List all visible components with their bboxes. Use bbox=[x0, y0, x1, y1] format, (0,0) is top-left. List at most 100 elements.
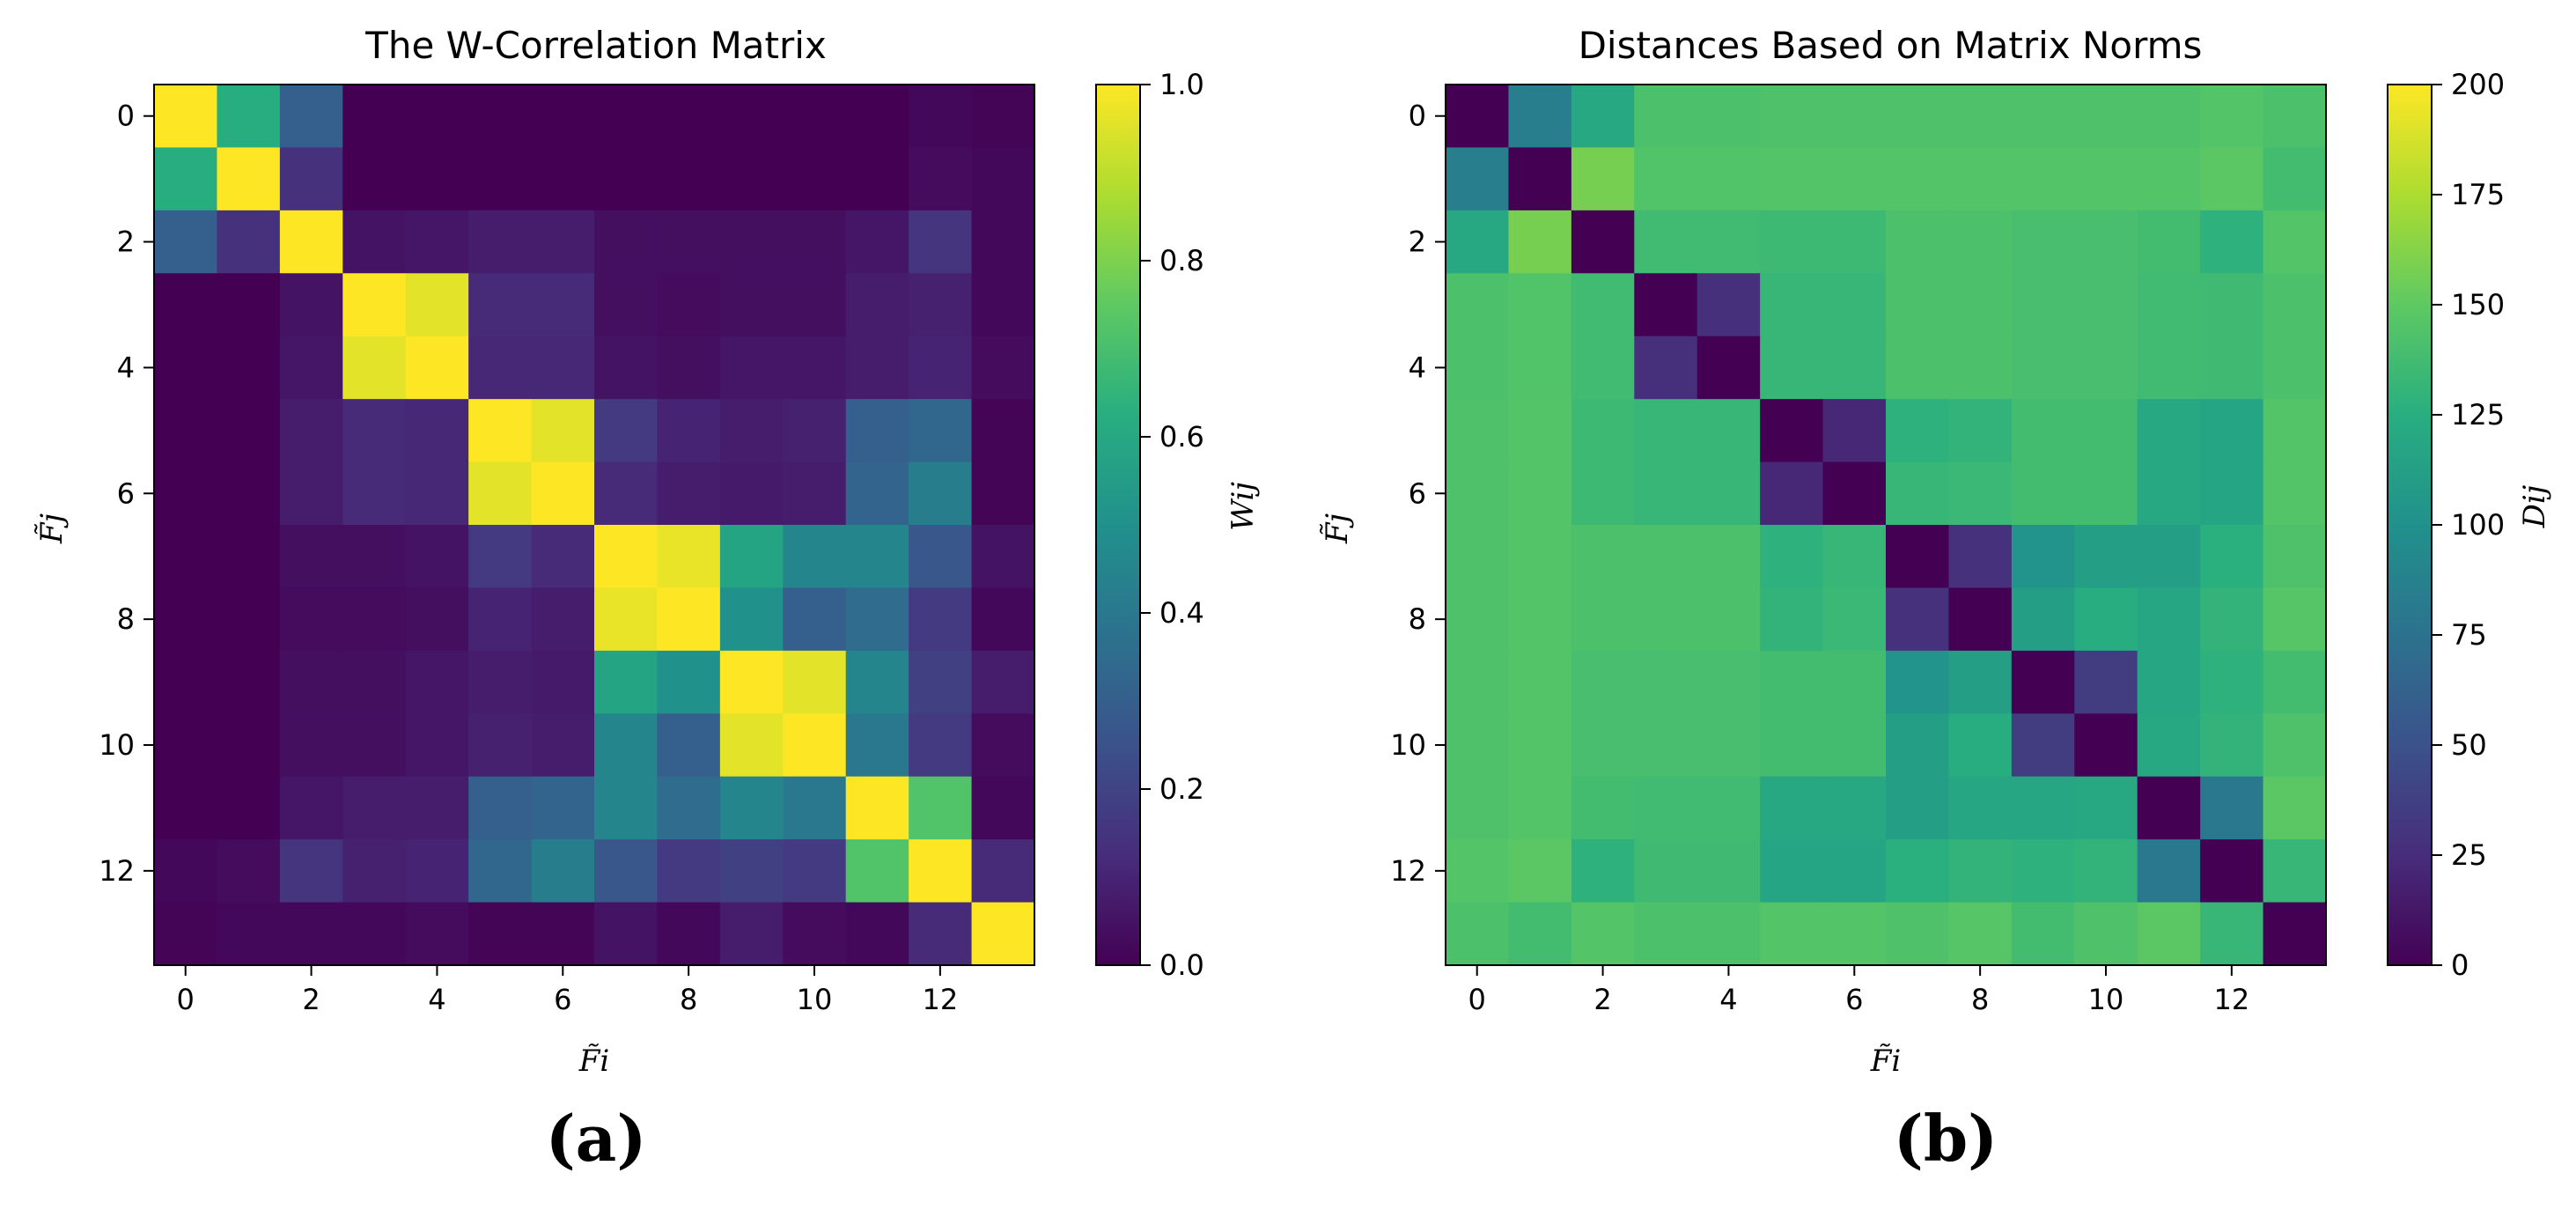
heatmap-cell bbox=[154, 525, 218, 589]
heatmap-cell bbox=[2263, 461, 2327, 526]
heatmap-cell bbox=[971, 839, 1035, 904]
heatmap-cell bbox=[2074, 587, 2138, 652]
x-tick-label: 4 bbox=[428, 983, 445, 1016]
heatmap-cell bbox=[279, 839, 343, 904]
heatmap-cell bbox=[719, 399, 784, 463]
heatmap-cell bbox=[405, 85, 469, 149]
heatmap-cell bbox=[154, 273, 218, 337]
heatmap-cell bbox=[719, 210, 784, 274]
heatmap-cell bbox=[909, 587, 973, 652]
heatmap-cell bbox=[783, 399, 847, 463]
heatmap-cell bbox=[1634, 399, 1698, 463]
colorbar bbox=[2387, 84, 2432, 966]
heatmap-cell bbox=[909, 650, 973, 714]
x-tick-label: 12 bbox=[2213, 983, 2249, 1016]
heatmap-cell bbox=[1634, 776, 1698, 840]
heatmap-cell bbox=[2011, 587, 2075, 652]
heatmap-cell bbox=[2011, 336, 2075, 400]
heatmap-cell bbox=[1571, 85, 1635, 149]
heatmap-cell bbox=[1634, 336, 1698, 400]
heatmap-cell bbox=[1446, 776, 1510, 840]
heatmap-cell bbox=[1634, 210, 1698, 274]
heatmap-cell bbox=[1760, 461, 1824, 526]
heatmap-cell bbox=[1760, 650, 1824, 714]
heatmap-cell bbox=[845, 273, 909, 337]
heatmap-cell bbox=[468, 650, 533, 714]
heatmap-cell bbox=[657, 587, 721, 652]
heatmap-cell bbox=[342, 776, 407, 840]
heatmap-cell bbox=[1634, 713, 1698, 778]
heatmap-cell bbox=[154, 713, 218, 778]
heatmap-cell bbox=[783, 85, 847, 149]
heatmap-cell bbox=[1822, 461, 1887, 526]
heatmap-cell bbox=[594, 399, 659, 463]
heatmap-cell bbox=[531, 902, 595, 966]
heatmap-cell bbox=[405, 336, 469, 400]
heatmap-cell bbox=[279, 273, 343, 337]
heatmap-cell bbox=[1446, 336, 1510, 400]
heatmap-cell bbox=[2137, 650, 2201, 714]
heatmap-cell bbox=[2137, 85, 2201, 149]
heatmap-cell bbox=[1696, 902, 1761, 966]
heatmap-cell bbox=[1571, 336, 1635, 400]
heatmap-cell bbox=[1822, 839, 1887, 904]
heatmap-cell bbox=[1696, 839, 1761, 904]
heatmap-cell bbox=[2263, 839, 2327, 904]
heatmap-cell bbox=[1822, 273, 1887, 337]
heatmap-cell bbox=[657, 650, 721, 714]
heatmap-cell bbox=[1948, 461, 2013, 526]
heatmap-cell bbox=[279, 336, 343, 400]
heatmap-cell bbox=[1886, 587, 1950, 652]
heatmap-cell bbox=[2263, 525, 2327, 589]
heatmap-cell bbox=[2011, 461, 2075, 526]
heatmap-cell bbox=[1886, 650, 1950, 714]
heatmap-cell bbox=[2200, 461, 2264, 526]
heatmap-cell bbox=[154, 147, 218, 211]
heatmap-cell bbox=[2263, 713, 2327, 778]
heatmap-cell bbox=[2011, 902, 2075, 966]
colorbar-label: Wij bbox=[1225, 482, 1261, 531]
heatmap-cell bbox=[2137, 336, 2201, 400]
heatmap-cell bbox=[2074, 776, 2138, 840]
heatmap-cell bbox=[468, 902, 533, 966]
heatmap-cell bbox=[405, 147, 469, 211]
heatmap-cell bbox=[1822, 336, 1887, 400]
y-tick-label: 6 bbox=[117, 476, 135, 510]
y-tick-label: 12 bbox=[99, 854, 135, 888]
heatmap-cell bbox=[1696, 147, 1761, 211]
heatmap-cell bbox=[1948, 839, 2013, 904]
heatmap-cell bbox=[279, 85, 343, 149]
heatmap-cell bbox=[2011, 776, 2075, 840]
heatmap-cell bbox=[657, 525, 721, 589]
x-tick-label: 2 bbox=[1593, 983, 1611, 1016]
heatmap-cell bbox=[342, 147, 407, 211]
heatmap-cell bbox=[1948, 776, 2013, 840]
heatmap-cell bbox=[1696, 85, 1761, 149]
heatmap-cell bbox=[1886, 85, 1950, 149]
heatmap-cell bbox=[2137, 461, 2201, 526]
heatmap-cell bbox=[971, 210, 1035, 274]
heatmap-cell bbox=[2200, 713, 2264, 778]
heatmap-cell bbox=[405, 839, 469, 904]
heatmap-cell bbox=[1446, 525, 1510, 589]
heatmap-cell bbox=[154, 902, 218, 966]
heatmap-cell bbox=[2074, 650, 2138, 714]
heatmap-cell bbox=[2011, 273, 2075, 337]
heatmap-cell bbox=[2074, 336, 2138, 400]
heatmap-cell bbox=[594, 839, 659, 904]
heatmap-cell bbox=[531, 273, 595, 337]
heatmap-cell bbox=[2263, 776, 2327, 840]
heatmap-cell bbox=[971, 776, 1035, 840]
heatmap-cell bbox=[217, 210, 281, 274]
heatmap-cell bbox=[1760, 839, 1824, 904]
heatmap-cell bbox=[1446, 461, 1510, 526]
heatmap-cell bbox=[1948, 587, 2013, 652]
heatmap-cell bbox=[342, 587, 407, 652]
heatmap-cell bbox=[279, 210, 343, 274]
heatmap-cell bbox=[217, 273, 281, 337]
heatmap-cell bbox=[2011, 713, 2075, 778]
heatmap-cell bbox=[594, 147, 659, 211]
heatmap-cell bbox=[2263, 399, 2327, 463]
heatmap-cell bbox=[1446, 147, 1510, 211]
heatmap-cell bbox=[594, 85, 659, 149]
